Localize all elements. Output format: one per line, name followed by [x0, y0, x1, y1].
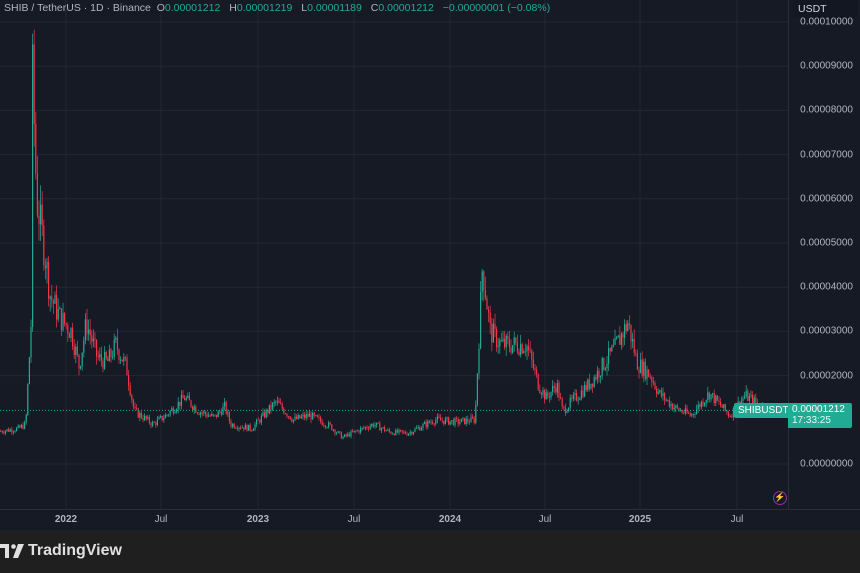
price-tick: 0.00007000 — [800, 149, 853, 161]
last-price-value: 0.00001212 — [792, 404, 845, 415]
candlestick-plot[interactable] — [0, 0, 788, 509]
price-axis[interactable]: USDT 0.00010000 0.00009000 0.00008000 0.000… — [788, 0, 860, 509]
symbol-price-tag: SHIBUSDT — [734, 403, 788, 418]
chart-pane[interactable]: SHIB / TetherUS · 1D · Binance O0.000012… — [0, 0, 788, 509]
open-key: O — [156, 2, 165, 14]
currency-label[interactable]: USDT — [793, 0, 857, 18]
lightning-icon[interactable]: ⚡ — [773, 491, 787, 505]
brand-name: TradingView — [28, 542, 122, 559]
time-tick: Jul — [538, 514, 552, 525]
open-value: 0.00001212 — [164, 2, 221, 14]
price-tick: 0.00003000 — [800, 325, 853, 337]
low-key: L — [301, 2, 308, 14]
symbol-title: SHIB / TetherUS · 1D · Binance — [4, 2, 151, 14]
time-axis[interactable]: 2022 Jul 2023 Jul 2024 Jul 2025 Jul — [0, 509, 860, 531]
symbol-legend: SHIB / TetherUS · 1D · Binance O0.000012… — [4, 2, 556, 14]
price-tick: 0.00000000 — [800, 458, 853, 470]
time-tick: 2024 — [438, 514, 462, 525]
price-tick: 0.00008000 — [800, 104, 853, 116]
close-value: 0.00001212 — [378, 2, 434, 14]
price-tick: 0.00010000 — [800, 16, 853, 28]
footer: TradingView — [0, 530, 860, 573]
bar-countdown: 17:33:25 — [792, 415, 831, 426]
tradingview-logo[interactable]: TradingView — [0, 542, 122, 560]
high-key: H — [229, 2, 237, 14]
price-tick: 0.00005000 — [800, 237, 853, 249]
price-tick: 0.00009000 — [800, 60, 853, 72]
change-value: −0.00000001 (−0.08%) — [442, 2, 551, 14]
tradingview-logo-icon — [0, 544, 24, 558]
time-tick: Jul — [730, 514, 744, 525]
time-tick: 2023 — [246, 514, 270, 525]
time-tick: Jul — [154, 514, 168, 525]
price-tick: 0.00006000 — [800, 193, 853, 205]
low-value: 0.00001189 — [307, 2, 362, 14]
close-key: C — [370, 2, 379, 14]
high-value: 0.00001219 — [236, 2, 293, 14]
last-price-label: 0.00001212 17:33:25 — [788, 403, 852, 428]
price-tick: 0.00002000 — [800, 370, 853, 382]
price-tick: 0.00004000 — [800, 281, 853, 293]
time-tick: 2025 — [628, 514, 652, 525]
time-tick: 2022 — [54, 514, 78, 525]
time-tick: Jul — [347, 514, 361, 525]
